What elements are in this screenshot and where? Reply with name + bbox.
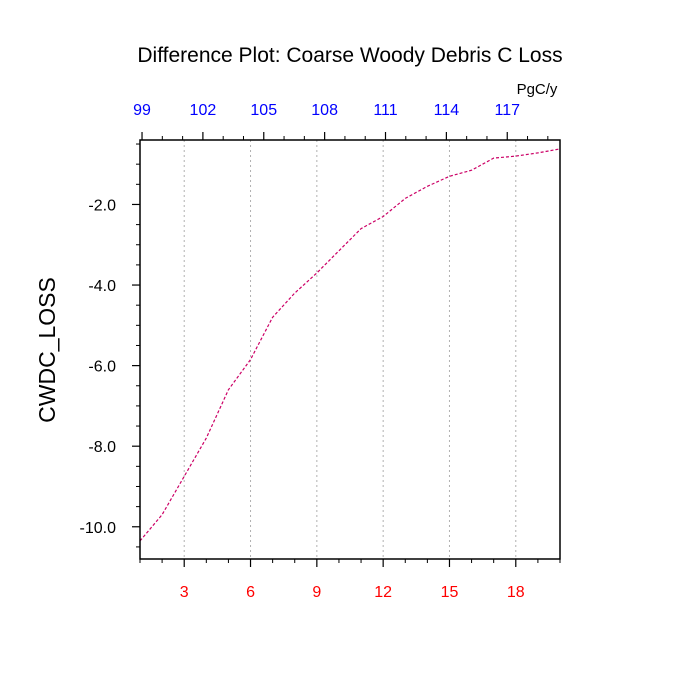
series-layer xyxy=(139,148,561,542)
x-tick-label: 18 xyxy=(507,584,525,601)
top-tick-label: 102 xyxy=(190,102,217,119)
chart-title: Difference Plot: Coarse Woody Debris C L… xyxy=(137,44,562,67)
top-tick-label: 114 xyxy=(434,102,460,119)
x-tick-label: 3 xyxy=(180,584,189,601)
grid xyxy=(183,140,517,559)
top-axis-units: PgC/y xyxy=(517,81,558,98)
x-tick-label: 9 xyxy=(312,584,321,601)
x-tick-label: 6 xyxy=(246,584,255,601)
top-tick-label: 105 xyxy=(250,102,277,119)
x-tick-label: 12 xyxy=(374,584,392,601)
y-tick-label: -8.0 xyxy=(88,439,116,456)
y-tick-label: -2.0 xyxy=(88,197,116,214)
y-axis-label: CWDC_LOSS xyxy=(34,277,60,423)
x-tick-label: 15 xyxy=(441,584,459,601)
top-tick-label: 99 xyxy=(133,102,151,119)
axes: 3 6 9 12 15 18 99 102 105 108 111 114 117 -2.0 -4.0 -6.… xyxy=(80,102,561,601)
top-tick-label: 117 xyxy=(494,102,520,119)
series-line xyxy=(139,148,561,542)
top-tick-label: 108 xyxy=(311,102,338,119)
y-tick-label: -6.0 xyxy=(88,359,116,376)
top-tick-label: 111 xyxy=(373,102,397,119)
y-tick-label: -10.0 xyxy=(80,520,117,537)
plot-frame xyxy=(139,139,561,560)
y-tick-label: -4.0 xyxy=(88,278,116,295)
